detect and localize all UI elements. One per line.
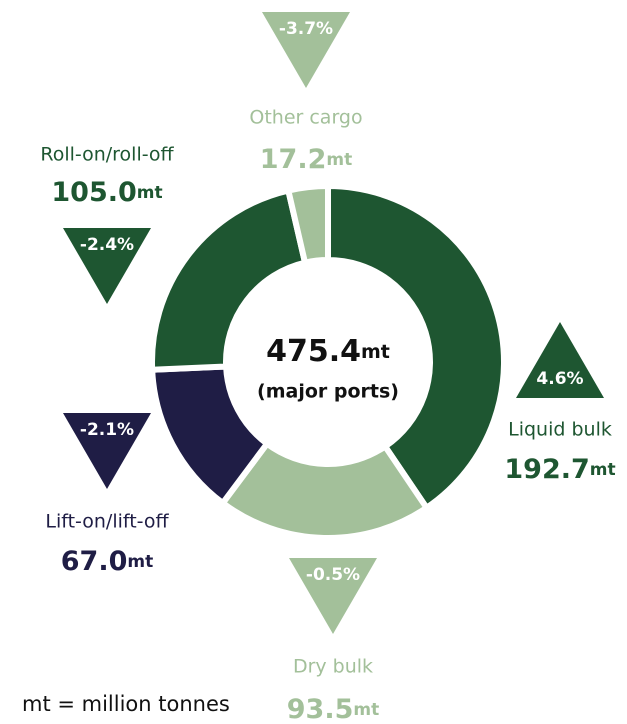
- category-name: Liquid bulk: [508, 419, 612, 441]
- category-value: 93.5mt: [287, 694, 379, 724]
- change-triangle: [63, 228, 151, 304]
- change-label: 4.6%: [536, 369, 583, 389]
- change-label: -0.5%: [306, 565, 360, 585]
- donut-segment: [284, 182, 331, 267]
- value-number: 192.7: [504, 454, 589, 485]
- category-value: 17.2mt: [260, 144, 352, 175]
- center-value: 475.4: [266, 334, 361, 369]
- value-unit: mt: [590, 460, 616, 480]
- category-name: Dry bulk: [293, 656, 373, 678]
- value-unit: mt: [353, 700, 379, 720]
- change-label: -2.1%: [80, 420, 134, 440]
- change-label: -2.4%: [80, 235, 134, 255]
- change-triangle: [262, 12, 350, 88]
- donut-segment: [149, 186, 309, 373]
- category-value: 105.0mt: [51, 177, 162, 208]
- value-number: 105.0: [51, 177, 136, 208]
- value-number: 17.2: [260, 144, 327, 175]
- center-total: 475.4mt: [266, 334, 390, 369]
- value-unit: mt: [326, 150, 352, 170]
- category-name: Roll-on/roll-off: [40, 144, 174, 166]
- change-triangle: [516, 322, 604, 398]
- footnote: mt = million tonnes: [22, 692, 230, 716]
- category-value: 192.7mt: [504, 454, 615, 485]
- center-label: (major ports): [257, 381, 399, 403]
- value-number: 67.0: [61, 546, 128, 577]
- value-unit: mt: [137, 183, 163, 203]
- donut-segment: [218, 439, 431, 541]
- value-unit: mt: [127, 552, 153, 572]
- category-name: Lift-on/lift-off: [45, 511, 169, 533]
- category-value: 67.0mt: [61, 546, 153, 577]
- value-number: 93.5: [287, 694, 354, 724]
- category-name: Other cargo: [249, 107, 362, 129]
- change-triangle: [289, 558, 377, 634]
- center-unit: mt: [361, 341, 390, 363]
- donut-segment: [325, 182, 507, 512]
- change-label: -3.7%: [279, 19, 333, 39]
- change-triangle: [63, 413, 151, 489]
